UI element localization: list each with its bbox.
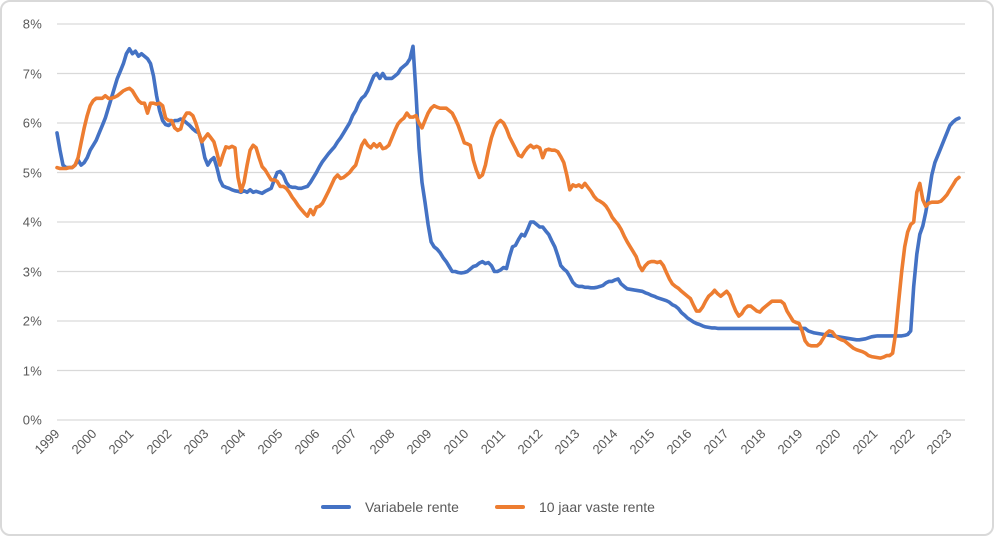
y-tick-label: 1%	[22, 363, 42, 378]
legend-swatch-10-jaar-vaste-rente	[494, 505, 525, 509]
series-line-1	[55, 86, 961, 360]
y-tick-label: 7%	[22, 66, 42, 81]
y-tick-label: 6%	[22, 115, 42, 131]
y-tick-label: 0%	[22, 412, 42, 428]
legend-label-variabele-rente: Variabele rente	[365, 499, 459, 515]
series-line-0	[55, 44, 961, 342]
legend-label-10-jaar-vaste-rente: 10 jaar vaste rente	[538, 499, 655, 515]
y-tick-label: 3%	[22, 264, 42, 279]
legend: Variabele rente 10 jaar vaste rente	[2, 496, 992, 518]
legend-swatch-variabele-rente	[321, 505, 352, 509]
y-tick-label: 4%	[22, 214, 42, 230]
y-tick-label: 8%	[22, 16, 42, 32]
y-tick-label: 5%	[22, 165, 42, 180]
y-tick-label: 2%	[22, 313, 42, 329]
